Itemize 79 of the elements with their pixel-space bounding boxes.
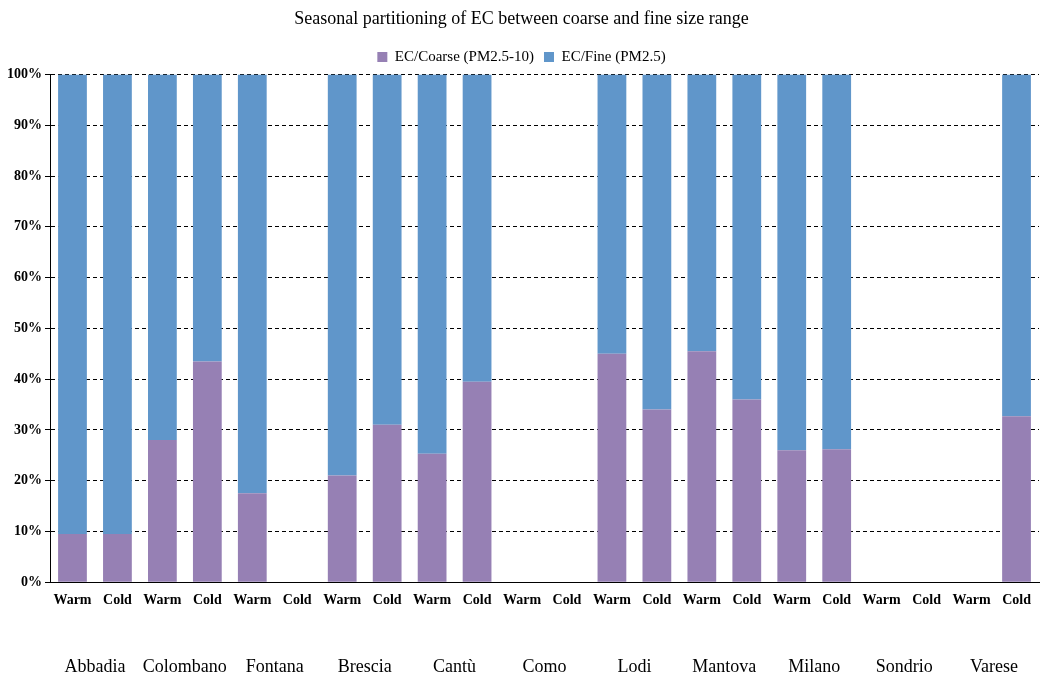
bar — [103, 533, 132, 582]
y-tick-label: 80% — [14, 167, 42, 183]
bar — [777, 74, 807, 451]
bar — [237, 74, 267, 494]
text: Brescia — [337, 655, 392, 676]
text: Colombano — [142, 655, 227, 676]
x-tick-label: Warm — [502, 592, 542, 608]
text: Sondrio — [875, 655, 933, 676]
text: Milano — [788, 655, 841, 676]
x-tick-label: Warm — [592, 592, 632, 608]
y-tick-label: 20% — [14, 472, 42, 488]
text: Varese — [970, 655, 1019, 676]
bar — [237, 493, 267, 582]
bar — [687, 74, 717, 352]
bar — [192, 74, 222, 362]
x-tick-label: Cold — [732, 592, 762, 608]
text: Fontana — [245, 655, 304, 676]
bar — [417, 74, 447, 454]
text: Mantova — [692, 655, 757, 676]
x-tick-label: Warm — [323, 592, 362, 608]
bar — [58, 533, 87, 582]
y-tick-label: 100% — [7, 66, 42, 82]
bar — [462, 381, 492, 582]
x-tick-label: Cold — [822, 592, 852, 608]
bar — [777, 450, 807, 582]
bar — [642, 74, 672, 410]
bar — [417, 453, 447, 582]
bar — [597, 74, 627, 354]
x-tick-label: Cold — [1002, 592, 1032, 608]
y-tick-label: 10% — [14, 523, 42, 539]
x-tick-label: Warm — [53, 592, 92, 608]
y-tick-label: 50% — [14, 320, 42, 336]
text: Lodi — [617, 655, 652, 676]
x-tick-label: Cold — [642, 592, 672, 608]
x-tick-label: Warm — [862, 592, 902, 608]
bar — [822, 74, 852, 450]
y-tick-label: 60% — [14, 269, 42, 285]
bar — [642, 409, 672, 582]
legend-label: EC/Fine (PM2.5) — [561, 48, 666, 66]
y-tick-label: 40% — [14, 370, 42, 386]
text: Abbadia — [64, 655, 126, 676]
text: Cantù — [433, 655, 477, 676]
x-tick-label: Warm — [682, 592, 722, 608]
bar — [372, 424, 402, 582]
y-tick-label: 0% — [21, 573, 42, 589]
x-tick-label: Cold — [372, 592, 402, 608]
bar — [372, 74, 402, 425]
x-tick-label: Warm — [413, 592, 452, 608]
x-tick-label: Warm — [233, 592, 272, 608]
x-tick-label: Cold — [912, 592, 942, 608]
bar — [1002, 74, 1031, 417]
bar — [732, 74, 762, 400]
y-tick-label: 70% — [14, 218, 42, 234]
x-tick-label: Warm — [772, 592, 812, 608]
chart-title: Seasonal partitioning of EC between coarse and fine size range — [294, 7, 749, 28]
bar — [327, 475, 357, 582]
bar — [148, 74, 177, 441]
y-tick-label: 30% — [14, 421, 42, 437]
x-tick-label: Cold — [552, 592, 582, 608]
x-tick-label: Cold — [282, 592, 312, 608]
bar — [732, 399, 762, 582]
y-tick-label: 90% — [14, 116, 42, 132]
x-tick-label: Warm — [952, 592, 991, 608]
bar — [597, 353, 627, 582]
bar — [148, 440, 177, 582]
x-tick-label: Cold — [192, 592, 222, 608]
bar — [192, 361, 222, 582]
bar — [58, 74, 87, 534]
x-tick-label: Cold — [103, 592, 133, 608]
bar — [822, 449, 852, 582]
text: Como — [522, 655, 567, 676]
bar — [687, 351, 717, 582]
x-tick-label: Warm — [143, 592, 182, 608]
bar — [462, 74, 492, 382]
x-tick-label: Cold — [462, 592, 492, 608]
bar — [103, 74, 132, 534]
legend-label: EC/Coarse (PM2.5-10) — [394, 48, 534, 66]
bar — [1002, 416, 1031, 582]
bar — [327, 74, 357, 476]
